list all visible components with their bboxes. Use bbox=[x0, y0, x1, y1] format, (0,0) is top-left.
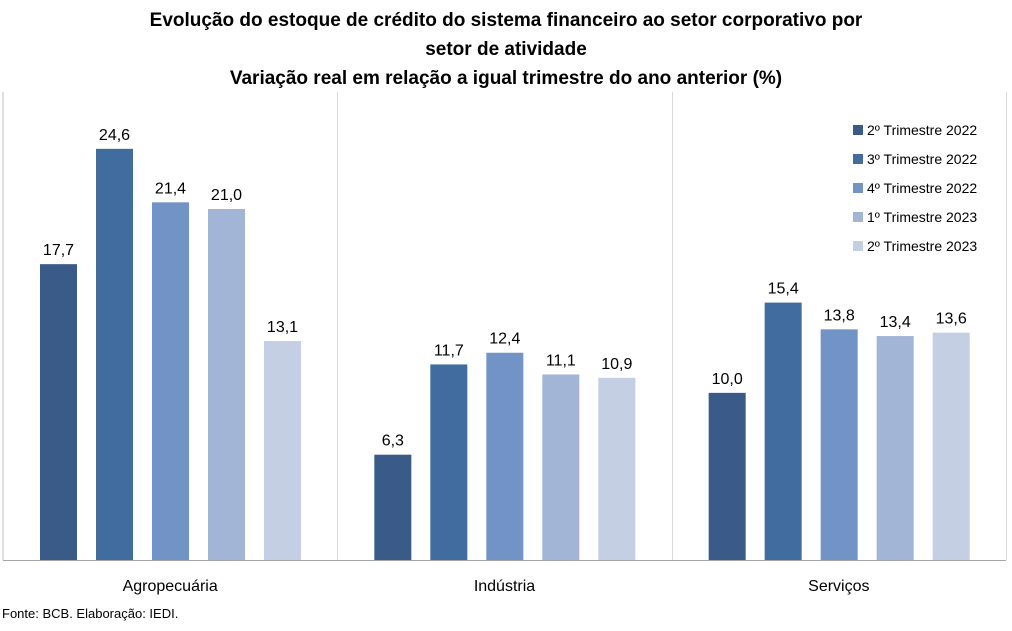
legend-swatch bbox=[853, 125, 863, 135]
category-label: Serviços bbox=[808, 578, 869, 595]
data-label: 12,4 bbox=[489, 331, 520, 348]
category-label: Indústria bbox=[474, 578, 535, 595]
data-label: 24,6 bbox=[99, 127, 130, 144]
legend-swatch bbox=[853, 154, 863, 164]
data-label: 21,4 bbox=[155, 180, 186, 197]
bar bbox=[542, 374, 580, 560]
data-label: 15,4 bbox=[768, 281, 799, 298]
legend-label: 2º Trimestre 2023 bbox=[867, 238, 977, 254]
data-label: 10,9 bbox=[601, 356, 632, 373]
legend-swatch bbox=[853, 183, 863, 193]
data-label: 10,0 bbox=[712, 371, 743, 388]
legend-label: 1º Trimestre 2023 bbox=[867, 209, 977, 225]
bar bbox=[708, 392, 746, 560]
category-label: Agropecuária bbox=[123, 578, 218, 595]
bar bbox=[876, 336, 914, 560]
chart-subtitle: Variação real em relação a igual trimest… bbox=[229, 68, 783, 89]
bar bbox=[430, 364, 468, 560]
legend-label: 4º Trimestre 2022 bbox=[867, 180, 977, 196]
data-label: 13,6 bbox=[936, 311, 967, 328]
source-note: Fonte: BCB. Elaboração: IEDI. bbox=[2, 606, 179, 621]
data-label: 13,4 bbox=[880, 314, 911, 331]
chart-title-line-2: setor de atividade bbox=[425, 39, 587, 60]
bar bbox=[820, 329, 858, 560]
bar bbox=[264, 341, 301, 560]
data-label: 6,3 bbox=[382, 433, 404, 450]
data-label: 11,1 bbox=[546, 352, 576, 369]
bar bbox=[208, 209, 245, 560]
bar bbox=[764, 302, 802, 560]
data-label: 11,7 bbox=[434, 342, 464, 359]
legend-label: 3º Trimestre 2022 bbox=[867, 151, 977, 167]
legend-swatch bbox=[853, 241, 863, 251]
bar bbox=[152, 202, 189, 561]
data-label: 13,1 bbox=[267, 319, 298, 336]
bar bbox=[932, 332, 970, 560]
data-label: 13,8 bbox=[824, 307, 855, 324]
legend-swatch bbox=[853, 212, 863, 222]
legend-label: 2º Trimestre 2022 bbox=[867, 122, 977, 138]
bar bbox=[486, 352, 524, 560]
bar bbox=[40, 264, 77, 560]
bar bbox=[96, 148, 133, 561]
data-label: 17,7 bbox=[43, 242, 74, 259]
chart-title: Evolução do estoque de crédito do sistem… bbox=[0, 6, 1012, 93]
bar bbox=[374, 454, 412, 560]
data-label: 21,0 bbox=[211, 187, 242, 204]
chart-title-line-1: Evolução do estoque de crédito do sistem… bbox=[149, 10, 863, 31]
bar bbox=[598, 377, 636, 560]
